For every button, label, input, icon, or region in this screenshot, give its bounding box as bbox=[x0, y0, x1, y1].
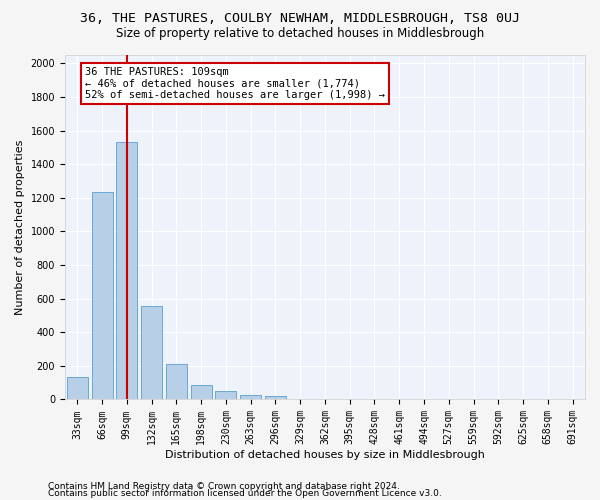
Text: Contains HM Land Registry data © Crown copyright and database right 2024.: Contains HM Land Registry data © Crown c… bbox=[48, 482, 400, 491]
Text: Contains public sector information licensed under the Open Government Licence v3: Contains public sector information licen… bbox=[48, 489, 442, 498]
Bar bbox=[116, 142, 137, 400]
Bar bbox=[191, 384, 212, 400]
X-axis label: Distribution of detached houses by size in Middlesbrough: Distribution of detached houses by size … bbox=[165, 450, 485, 460]
Bar bbox=[141, 306, 162, 400]
Bar bbox=[240, 395, 261, 400]
Text: 36 THE PASTURES: 109sqm
← 46% of detached houses are smaller (1,774)
52% of semi: 36 THE PASTURES: 109sqm ← 46% of detache… bbox=[85, 67, 385, 100]
Bar bbox=[67, 377, 88, 400]
Bar bbox=[215, 391, 236, 400]
Bar bbox=[166, 364, 187, 400]
Text: 36, THE PASTURES, COULBY NEWHAM, MIDDLESBROUGH, TS8 0UJ: 36, THE PASTURES, COULBY NEWHAM, MIDDLES… bbox=[80, 12, 520, 26]
Text: Size of property relative to detached houses in Middlesbrough: Size of property relative to detached ho… bbox=[116, 28, 484, 40]
Y-axis label: Number of detached properties: Number of detached properties bbox=[15, 140, 25, 315]
Bar bbox=[92, 192, 113, 400]
Bar bbox=[265, 396, 286, 400]
